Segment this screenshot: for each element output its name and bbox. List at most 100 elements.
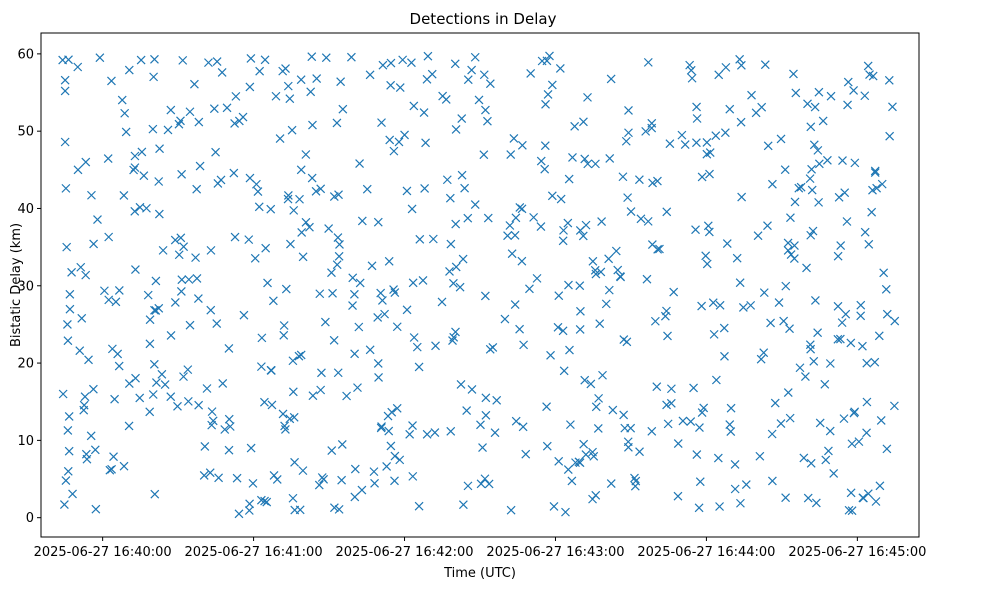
plot-frame: [40, 32, 920, 538]
detection-point: [386, 58, 396, 68]
detection-point: [860, 227, 870, 237]
detection-point: [630, 473, 639, 483]
detection-point: [308, 391, 318, 401]
detection-point: [288, 356, 298, 366]
detection-point: [73, 165, 83, 175]
detection-point: [357, 216, 367, 226]
detection-point: [786, 250, 796, 259]
detection-point: [665, 139, 675, 149]
detection-point: [746, 300, 756, 310]
detection-point: [384, 426, 394, 436]
detection-point: [380, 309, 390, 319]
detection-point: [148, 124, 158, 134]
detection-point: [774, 298, 784, 308]
detection-point: [549, 501, 559, 511]
detection-point: [736, 498, 745, 508]
detection-point: [120, 108, 130, 118]
detection-point: [484, 479, 494, 489]
detection-point: [446, 426, 456, 436]
detection-point: [327, 446, 337, 455]
detection-point: [556, 194, 566, 204]
detection-point: [338, 104, 348, 114]
chart-title: Detections in Delay: [410, 10, 557, 28]
detection-point: [825, 359, 835, 368]
detection-point: [365, 70, 375, 80]
detection-point: [575, 325, 585, 334]
detection-point: [229, 168, 239, 178]
detection-point: [296, 350, 306, 360]
detection-point: [767, 476, 777, 486]
detection-point: [60, 137, 70, 147]
detection-point: [660, 311, 670, 321]
detection-point: [212, 57, 222, 67]
detection-point: [428, 234, 438, 244]
y-tick-label: 30: [17, 279, 34, 294]
detection-point: [686, 65, 696, 75]
detection-point: [207, 407, 217, 417]
detection-point: [701, 251, 711, 261]
detection-point: [346, 52, 356, 62]
detection-point: [327, 268, 336, 278]
detection-point: [546, 350, 555, 360]
detection-point: [420, 184, 430, 193]
detection-point: [451, 219, 461, 229]
detection-point: [554, 291, 564, 301]
detection-point: [506, 505, 516, 515]
detection-point: [332, 118, 342, 128]
detection-point: [170, 297, 180, 307]
detection-point: [709, 329, 719, 339]
detection-point: [239, 310, 249, 320]
detection-point: [316, 184, 326, 194]
detection-point: [244, 235, 254, 245]
detection-point: [232, 473, 242, 483]
detection-point: [260, 55, 270, 65]
detection-point: [815, 418, 825, 428]
detection-point: [177, 169, 187, 179]
detection-point: [643, 57, 653, 67]
detection-point: [666, 398, 676, 408]
detection-point: [826, 91, 836, 101]
detection-point: [511, 213, 521, 223]
detection-point: [806, 458, 816, 468]
detection-point: [150, 54, 159, 64]
detection-point: [176, 233, 186, 243]
detection-point: [558, 326, 568, 336]
detection-point: [280, 425, 290, 434]
detection-point: [604, 285, 614, 295]
detection-point: [217, 67, 227, 77]
detection-point: [843, 77, 853, 87]
detection-point: [510, 230, 520, 240]
detection-point: [803, 493, 813, 503]
detection-point: [770, 398, 780, 408]
detection-point: [604, 254, 614, 264]
detection-point: [868, 71, 878, 81]
detection-point: [79, 405, 89, 415]
detection-point: [308, 120, 317, 130]
detection-point: [525, 284, 534, 294]
detection-point: [822, 155, 832, 165]
detection-point: [400, 130, 409, 140]
detection-point: [785, 413, 795, 423]
detection-point: [408, 421, 417, 430]
detection-point: [820, 379, 830, 389]
detection-point: [148, 390, 158, 399]
detection-point: [336, 77, 346, 87]
detection-point: [483, 213, 493, 223]
detection-point: [711, 131, 721, 141]
detection-point: [373, 359, 383, 368]
detection-point: [574, 457, 584, 467]
detection-point: [355, 159, 364, 168]
detection-point: [579, 439, 589, 449]
detection-point: [714, 70, 724, 80]
detection-point: [862, 428, 871, 438]
detection-point: [260, 496, 269, 506]
detection-point: [335, 239, 344, 249]
detection-point: [268, 296, 278, 306]
detection-point: [290, 457, 300, 467]
detection-point: [553, 322, 563, 332]
detection-point: [631, 476, 641, 486]
detection-point: [481, 393, 491, 403]
detection-point: [395, 83, 405, 93]
y-tick-label: 0: [26, 511, 34, 526]
